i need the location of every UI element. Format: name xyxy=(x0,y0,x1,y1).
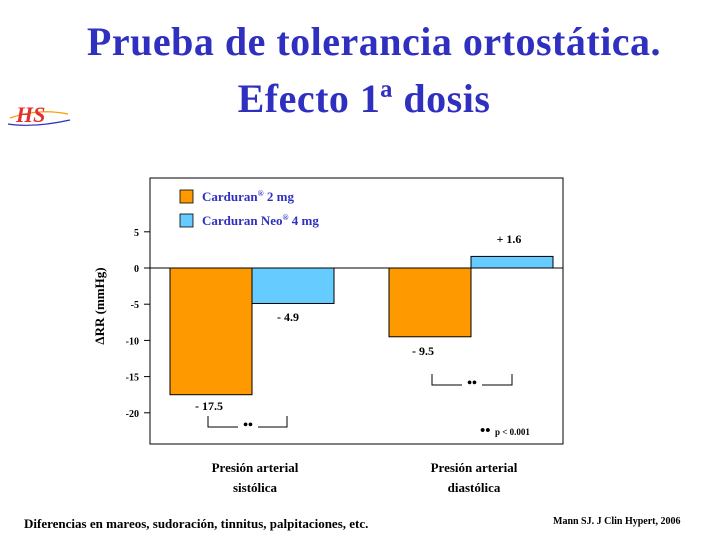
legend-label: Carduran Neo® 4 mg xyxy=(202,213,319,228)
significance-marker: •• xyxy=(243,418,253,433)
y-tick-label: -15 xyxy=(126,373,139,384)
bar-value-label: - 9.5 xyxy=(412,344,434,358)
significance-note: p < 0.001 xyxy=(495,427,530,437)
category-label: diastólica xyxy=(448,480,501,495)
bar xyxy=(388,267,472,338)
logo-text: HS xyxy=(15,102,45,127)
legend-swatch xyxy=(179,213,194,228)
significance-note-marker: •• xyxy=(480,423,491,439)
significance-marker: •• xyxy=(467,376,477,391)
slide-title-line2: Efecto 1ª dosis xyxy=(237,76,491,121)
slide-title-line1: Prueba de tolerancia ortostática. xyxy=(86,19,662,64)
y-axis-label: ΔRR (mmHg) xyxy=(92,267,107,344)
bracket-gap xyxy=(238,425,258,429)
bar-value-label: - 17.5 xyxy=(195,399,223,413)
category-label: Presión arterial xyxy=(212,460,299,475)
legend-swatch xyxy=(179,189,194,204)
legend-label: Carduran® 2 mg xyxy=(202,189,294,204)
y-tick-label: 0 xyxy=(134,264,139,275)
bracket-gap xyxy=(462,383,482,387)
footer-citation: Mann SJ. J Clin Hypert, 2006 xyxy=(553,516,681,527)
bar-value-label: + 1.6 xyxy=(497,232,522,246)
y-tick-label: -20 xyxy=(126,409,139,420)
category-label: sistólica xyxy=(233,480,278,495)
bar xyxy=(251,267,335,304)
y-tick-label: -10 xyxy=(126,336,139,347)
hs-logo: HS xyxy=(7,102,71,127)
footer-note: Diferencias en mareos, sudoración, tinni… xyxy=(24,516,369,531)
bar xyxy=(470,255,554,269)
category-label: Presión arterial xyxy=(431,460,518,475)
bar xyxy=(169,267,253,396)
y-tick-label: 5 xyxy=(134,228,139,239)
bar-value-label: - 4.9 xyxy=(277,310,299,324)
y-tick-label: -5 xyxy=(131,300,139,311)
